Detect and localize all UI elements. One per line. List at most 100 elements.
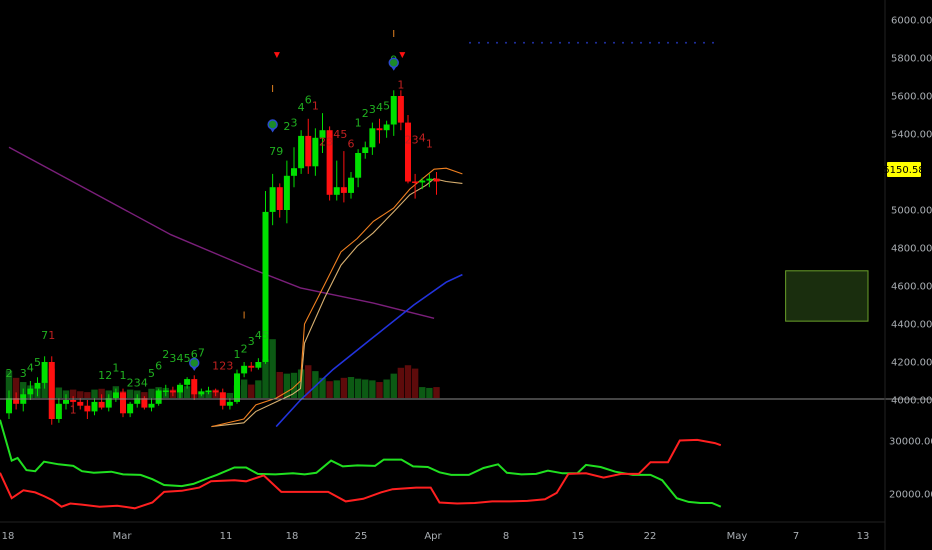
- volume-bar: [262, 359, 269, 398]
- price-tick-label: 5400.00: [891, 130, 932, 141]
- td-count-label: 5: [262, 329, 269, 342]
- time-axis[interactable]: 18 Mar 11 18 25 Apr 8 15 22 May 7 13: [2, 531, 870, 542]
- candle-body: [397, 96, 404, 123]
- ma-200-line: [8, 146, 435, 319]
- td-count-label: 2: [219, 360, 226, 373]
- td-count-label: 1: [312, 99, 319, 112]
- time-tick-label: 18: [286, 531, 299, 542]
- resistance-dot: [586, 41, 588, 44]
- volume-bar: [333, 380, 340, 398]
- candle-body: [212, 390, 219, 393]
- candle-body: [362, 147, 369, 153]
- resistance-dot: [577, 41, 579, 44]
- time-tick-label: 8: [503, 531, 509, 542]
- signal-circle-icon: [388, 57, 399, 68]
- demand-zone: [785, 270, 869, 322]
- volume-bar: [433, 387, 440, 398]
- candle-body: [376, 128, 383, 131]
- candle-body: [34, 382, 41, 389]
- resistance-dot: [712, 41, 714, 44]
- candle-body: [48, 362, 55, 419]
- volume-bar: [397, 367, 405, 398]
- price-tick-label: 6000.00: [891, 16, 932, 27]
- resistance-dot: [658, 41, 660, 44]
- candle-body: [198, 391, 205, 395]
- current-price-badge: 5150.58: [883, 162, 925, 177]
- candle-body: [390, 96, 397, 125]
- candle-body: [105, 398, 112, 408]
- oscillator-red-line: [0, 438, 722, 510]
- candle-body: [177, 384, 183, 393]
- td-count-label: 2: [6, 367, 13, 380]
- candle-body: [141, 398, 148, 408]
- td-count-label: 5: [184, 352, 191, 365]
- resistance-dot: [541, 41, 543, 44]
- td-count-label: 4: [177, 352, 184, 365]
- time-tick-label: Apr: [424, 531, 442, 542]
- td-count-label: 4: [376, 101, 383, 114]
- price-axis[interactable]: 6000.00 5800.00 5600.00 5400.00 5000.00 4800.…: [891, 16, 932, 407]
- volume-bar: [91, 389, 98, 398]
- volume-bar: [319, 377, 326, 398]
- td-count-label: 3: [291, 116, 298, 129]
- candle-body: [248, 365, 255, 368]
- td-count-label: 1: [234, 348, 241, 361]
- ma-slow-line: [211, 178, 463, 428]
- td-count-label: 4: [141, 377, 148, 390]
- resistance-dot: [595, 41, 597, 44]
- resistance-dot: [631, 41, 633, 44]
- time-tick-label: 25: [355, 531, 368, 542]
- candle-body: [298, 135, 305, 169]
- oscillator-tick-label: 20000.00: [889, 490, 932, 501]
- volume-bar: [240, 379, 248, 398]
- volume-bar: [248, 384, 255, 398]
- candle-body: [70, 400, 77, 402]
- resistance-dot: [559, 41, 561, 44]
- resistance-dot: [640, 41, 642, 44]
- time-tick-label: 15: [572, 531, 585, 542]
- oscillator-axis[interactable]: 30000.00 20000.00: [889, 437, 932, 501]
- volume-bar: [312, 371, 319, 398]
- volume-bar: [419, 387, 426, 398]
- td-count-label: 1: [212, 360, 219, 373]
- td-count-label: 9: [276, 145, 283, 158]
- candle-body: [305, 135, 312, 167]
- volume-bar: [426, 387, 433, 398]
- td-count-label: 3: [412, 134, 419, 147]
- candle-body: [355, 153, 362, 178]
- td-count-label: 6: [191, 348, 198, 361]
- candle-body: [333, 187, 340, 195]
- setup-mark: I: [243, 310, 246, 321]
- td-count-label: 4: [27, 362, 34, 375]
- candle-body: [419, 180, 426, 183]
- td-count-label: 1: [355, 116, 362, 129]
- volume-bar: [148, 388, 155, 398]
- resistance-dot: [568, 41, 570, 44]
- setup-mark: I: [271, 84, 274, 95]
- td-count-label: 2: [405, 134, 412, 147]
- candle-body: [77, 401, 84, 406]
- volume-bar: [5, 370, 13, 398]
- oscillator-green-line: [0, 419, 722, 508]
- candle-body: [155, 390, 162, 404]
- resistance-dot: [487, 41, 489, 44]
- price-tick-label: 4800.00: [891, 244, 932, 255]
- resistance-dots: [469, 41, 714, 44]
- candle-body: [191, 379, 198, 395]
- td-count-label: 5: [148, 367, 155, 380]
- resistance-dot: [478, 41, 480, 44]
- time-tick-label: 7: [793, 531, 799, 542]
- volume-bar: [362, 379, 369, 398]
- td-count-label: 3: [226, 360, 233, 373]
- price-tick-label: 5000.00: [891, 206, 932, 217]
- candle-body: [6, 398, 12, 414]
- td-count-label: 3: [134, 377, 141, 390]
- td-count-label: 2: [362, 107, 369, 120]
- price-tick-label: 5800.00: [891, 54, 932, 65]
- candle-body: [241, 365, 248, 374]
- volume-bar: [141, 392, 148, 398]
- candle-body: [383, 124, 390, 131]
- candle-body: [326, 130, 333, 195]
- price-tick-label: 4200.00: [891, 358, 932, 369]
- time-tick-label: 18: [2, 531, 15, 542]
